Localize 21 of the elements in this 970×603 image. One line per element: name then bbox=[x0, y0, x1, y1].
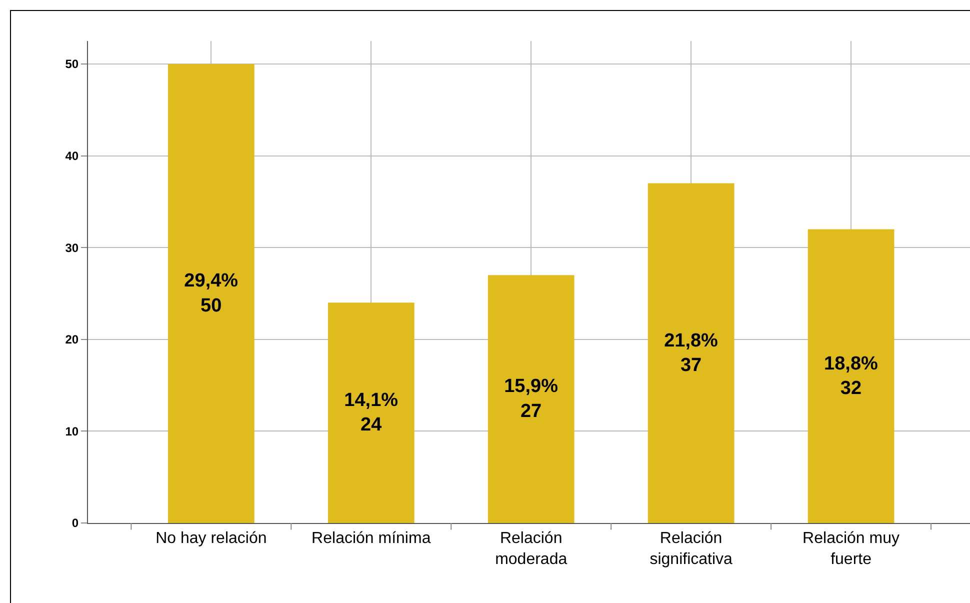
y-tick-label: 50 bbox=[65, 57, 79, 72]
x-tick-label: Relación significativa bbox=[650, 530, 733, 568]
data-label: 21,8% 37 bbox=[664, 330, 718, 376]
x-tick-label: No hay relación bbox=[156, 530, 267, 548]
data-label: 14,1% 24 bbox=[344, 390, 398, 436]
x-tick-label: Relación muy fuerte bbox=[802, 530, 900, 568]
bar bbox=[648, 183, 734, 523]
y-tick-label: 30 bbox=[65, 240, 79, 255]
bar bbox=[328, 302, 414, 523]
x-tick-label: Relación mínima bbox=[312, 530, 431, 548]
data-label: 15,9% 27 bbox=[504, 376, 558, 422]
bar bbox=[808, 229, 894, 523]
data-label: 18,8% 32 bbox=[824, 353, 878, 399]
bar bbox=[168, 64, 254, 523]
x-tick-label: Relación moderada bbox=[495, 530, 568, 568]
y-tick-label: 40 bbox=[65, 148, 79, 163]
y-tick-label: 20 bbox=[65, 332, 79, 347]
data-label: 29,4% 50 bbox=[184, 270, 238, 316]
y-tick-label: 10 bbox=[65, 424, 79, 438]
y-tick-label: 0 bbox=[72, 516, 79, 530]
bar bbox=[488, 275, 574, 523]
